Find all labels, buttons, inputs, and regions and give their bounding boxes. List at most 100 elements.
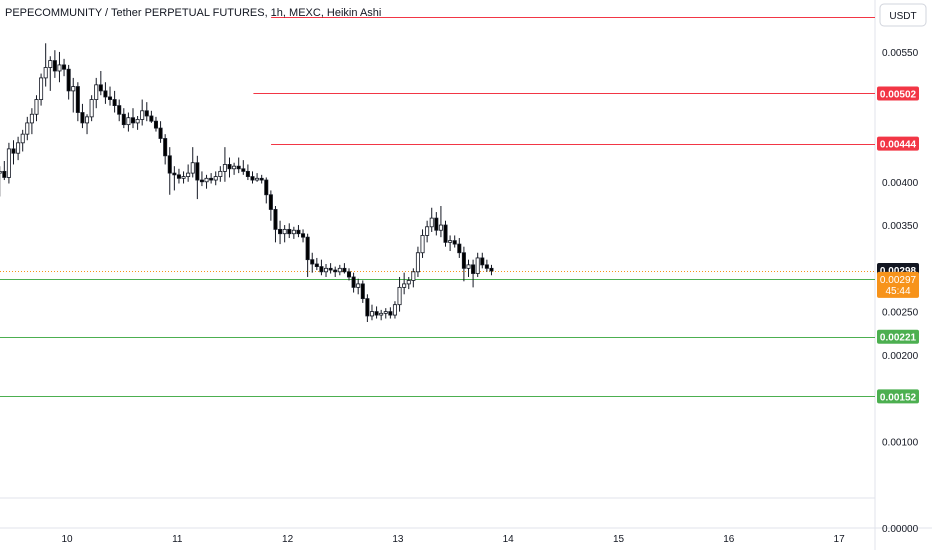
candle <box>52 50 57 78</box>
candle <box>402 272 407 295</box>
candle <box>241 160 246 175</box>
candle-body <box>236 165 241 170</box>
candle-body <box>420 235 425 254</box>
candle-body <box>466 264 471 269</box>
candles <box>0 43 494 322</box>
candle <box>324 264 329 277</box>
candle <box>0 166 2 197</box>
time-tick-label: 14 <box>503 534 515 545</box>
candle <box>434 212 439 236</box>
candle <box>130 108 136 129</box>
candle <box>222 147 227 182</box>
time-axis[interactable]: 10 11 12 13 14 15 16 17 <box>61 534 845 545</box>
candle-body <box>301 233 306 238</box>
candle-body <box>319 266 324 273</box>
candle <box>80 103 85 129</box>
candle <box>140 99 145 126</box>
candle <box>98 70 103 96</box>
candle <box>167 147 172 195</box>
level-price-badge-bg <box>877 389 919 404</box>
candle-body <box>112 99 117 107</box>
candle-body <box>342 267 347 273</box>
candle <box>190 147 195 178</box>
candle-body <box>457 243 462 254</box>
candle <box>264 177 269 204</box>
candle <box>117 99 122 122</box>
candle-body <box>158 127 163 139</box>
candle <box>195 155 200 200</box>
candle-body <box>80 112 85 124</box>
candle <box>218 166 223 182</box>
candle-body <box>264 179 269 196</box>
candle-body <box>227 164 232 170</box>
candle <box>337 264 342 276</box>
candle-body <box>172 172 177 176</box>
price-tick-label: 0.00250 <box>882 308 919 319</box>
time-tick-label: 13 <box>392 534 404 545</box>
current-price-badge-bg <box>877 271 919 298</box>
candle-body <box>103 90 108 98</box>
candle-body <box>383 311 388 314</box>
candle <box>108 86 113 106</box>
candle-body <box>167 155 172 174</box>
candle <box>287 223 292 239</box>
candle <box>471 259 476 288</box>
candle <box>461 246 466 282</box>
candle-body <box>480 257 485 266</box>
candle <box>126 112 131 132</box>
candle <box>438 206 443 238</box>
level-price-badge: 0.00502 <box>877 86 919 101</box>
candle-body <box>71 86 76 92</box>
candle <box>328 263 333 274</box>
candle-body <box>296 229 301 235</box>
candle-body <box>471 264 476 274</box>
candle-body <box>429 217 434 228</box>
candle-body <box>314 263 319 267</box>
candle-body <box>199 179 204 183</box>
time-tick-label: 15 <box>613 534 625 545</box>
level-price-badge: 0.00221 <box>877 329 919 344</box>
candle-body <box>66 68 71 92</box>
candle <box>255 173 260 182</box>
candle <box>213 171 218 186</box>
candle <box>411 268 416 288</box>
candle-body <box>443 224 448 243</box>
candle-body <box>52 60 57 72</box>
candle <box>112 90 117 113</box>
candle <box>186 164 191 182</box>
candle-body <box>29 113 34 124</box>
candle-body <box>351 276 356 288</box>
time-tick-label: 12 <box>282 534 294 545</box>
candle <box>71 77 76 113</box>
candle <box>346 268 352 281</box>
candle <box>268 190 273 221</box>
candle-body <box>130 117 136 124</box>
candle <box>25 116 30 141</box>
candle <box>181 171 186 184</box>
price-tick-label: 0.00400 <box>882 178 919 189</box>
candle <box>397 276 402 312</box>
candle-body <box>163 138 168 157</box>
candle-body <box>62 64 67 70</box>
candle-body <box>360 283 365 300</box>
candle <box>466 259 471 277</box>
candle <box>369 304 374 321</box>
candle-body <box>20 133 25 144</box>
candle-body <box>425 226 430 236</box>
candle <box>480 252 485 269</box>
candle-body <box>153 120 158 129</box>
candle <box>333 266 338 277</box>
candle <box>163 134 168 165</box>
candle-body <box>489 267 494 272</box>
price-tick-label: 0.00100 <box>882 437 919 448</box>
candle <box>406 276 411 290</box>
candle-body <box>245 170 250 177</box>
candle <box>204 174 209 189</box>
bar-countdown-label: 45:44 <box>885 286 910 297</box>
candle <box>342 263 347 274</box>
candle-body <box>39 77 44 100</box>
currency-button[interactable]: USDT <box>879 3 927 27</box>
candle-body <box>392 304 397 316</box>
candle-body <box>195 162 200 181</box>
